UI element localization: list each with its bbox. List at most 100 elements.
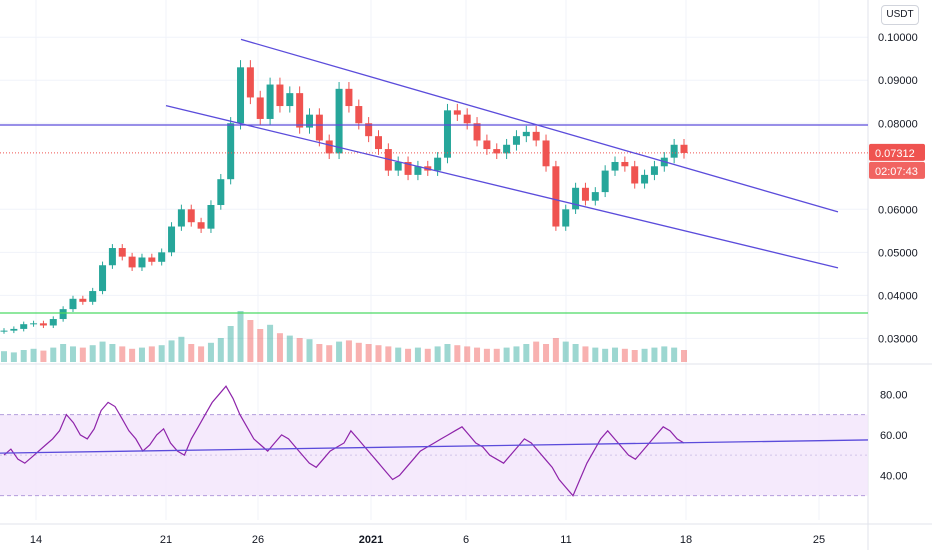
candle-body[interactable] — [336, 89, 343, 154]
candle-body[interactable] — [119, 248, 126, 257]
volume-bar — [307, 339, 313, 362]
candle-body[interactable] — [217, 179, 224, 205]
candle-body[interactable] — [267, 85, 274, 119]
volume-bar — [169, 340, 175, 362]
candle-body[interactable] — [651, 166, 658, 175]
candle-body[interactable] — [582, 188, 589, 201]
candle-body[interactable] — [30, 323, 37, 324]
volume-bar — [11, 352, 17, 362]
candle-body[interactable] — [444, 110, 451, 157]
candle-body[interactable] — [99, 265, 106, 291]
volume-bar — [208, 343, 214, 362]
candle-body[interactable] — [188, 209, 195, 222]
candle-body[interactable] — [237, 67, 244, 123]
candle-body[interactable] — [621, 162, 628, 166]
rsi-axis-label: 60.00 — [880, 430, 908, 442]
candle-body[interactable] — [296, 93, 303, 127]
candle-body[interactable] — [552, 166, 559, 226]
volume-bar — [238, 311, 244, 362]
candle-body[interactable] — [493, 149, 500, 153]
candle-body[interactable] — [50, 319, 57, 325]
candle-body[interactable] — [345, 89, 352, 106]
candle-body[interactable] — [40, 323, 47, 325]
channel-upper-line[interactable] — [241, 39, 838, 212]
candle-body[interactable] — [247, 67, 254, 97]
last-price-value: 0.07312 — [875, 148, 915, 160]
candle-body[interactable] — [306, 115, 313, 128]
candle-body[interactable] — [69, 299, 76, 309]
currency-button[interactable]: USDT — [881, 5, 919, 25]
channel-lower-line[interactable] — [166, 106, 838, 268]
candle-body[interactable] — [1, 331, 8, 332]
candle-body[interactable] — [158, 252, 165, 261]
time-axis-label: 11 — [560, 534, 571, 546]
volume-bar — [651, 348, 657, 362]
candle-body[interactable] — [20, 324, 27, 329]
candle-body[interactable] — [671, 145, 678, 158]
candle-body[interactable] — [395, 162, 402, 171]
candle-body[interactable] — [227, 123, 234, 179]
price-axis-label: 0.08000 — [878, 118, 918, 130]
candle-body[interactable] — [316, 115, 323, 141]
candle-body[interactable] — [129, 257, 136, 268]
candle-body[interactable] — [523, 132, 530, 136]
candle-body[interactable] — [592, 192, 599, 201]
candle-body[interactable] — [60, 309, 67, 319]
candle-body[interactable] — [79, 299, 86, 302]
volume-bar — [1, 351, 7, 362]
candle-body[interactable] — [483, 140, 490, 149]
volume-bar — [681, 350, 687, 362]
volume-bar — [119, 346, 125, 362]
candle-body[interactable] — [355, 106, 362, 123]
candle-body[interactable] — [681, 145, 688, 153]
candle-body[interactable] — [434, 158, 441, 171]
candle-body[interactable] — [10, 329, 17, 331]
candle-body[interactable] — [602, 171, 609, 193]
volume-bar — [425, 349, 431, 362]
candle-body[interactable] — [513, 136, 520, 145]
candle-body[interactable] — [326, 140, 333, 153]
volume-bar — [622, 349, 628, 362]
volume-bar — [366, 344, 372, 362]
candle-body[interactable] — [543, 140, 550, 166]
price-axis-label: 0.10000 — [878, 32, 918, 44]
candle-body[interactable] — [286, 93, 293, 106]
volume-bar — [228, 326, 234, 362]
price-axis-label: 0.03000 — [878, 333, 918, 345]
candle-body[interactable] — [464, 115, 471, 124]
volume-bar — [504, 348, 510, 362]
candle-body[interactable] — [207, 205, 214, 229]
candle-body[interactable] — [138, 257, 145, 267]
candle-body[interactable] — [533, 132, 540, 141]
candle-body[interactable] — [178, 209, 185, 226]
volume-bar — [326, 345, 332, 362]
volume-bar — [612, 348, 618, 362]
volume-bar — [592, 348, 598, 362]
candle-body[interactable] — [276, 85, 283, 107]
volume-bar — [346, 340, 352, 362]
candle-body[interactable] — [257, 97, 264, 119]
candle-body[interactable] — [89, 291, 96, 302]
volume-bar — [188, 344, 194, 362]
candle-body[interactable] — [198, 222, 205, 228]
volume-bar — [454, 345, 460, 362]
candle-body[interactable] — [612, 162, 619, 171]
volume-bar — [385, 346, 391, 362]
candle-body[interactable] — [375, 136, 382, 149]
candle-body[interactable] — [109, 248, 116, 265]
candle-body[interactable] — [503, 145, 510, 154]
time-axis-label: 6 — [463, 534, 469, 546]
candle-body[interactable] — [454, 110, 461, 114]
volume-bar — [287, 336, 293, 362]
countdown-value: 02:07:43 — [875, 166, 918, 178]
candle-body[interactable] — [148, 257, 155, 261]
candle-body[interactable] — [631, 166, 638, 183]
candle-body[interactable] — [168, 227, 175, 253]
volume-bar — [464, 346, 470, 362]
candle-body[interactable] — [641, 175, 648, 184]
candle-body[interactable] — [572, 188, 579, 210]
volume-bar — [671, 348, 677, 362]
candle-body[interactable] — [474, 123, 481, 140]
candle-body[interactable] — [562, 209, 569, 226]
